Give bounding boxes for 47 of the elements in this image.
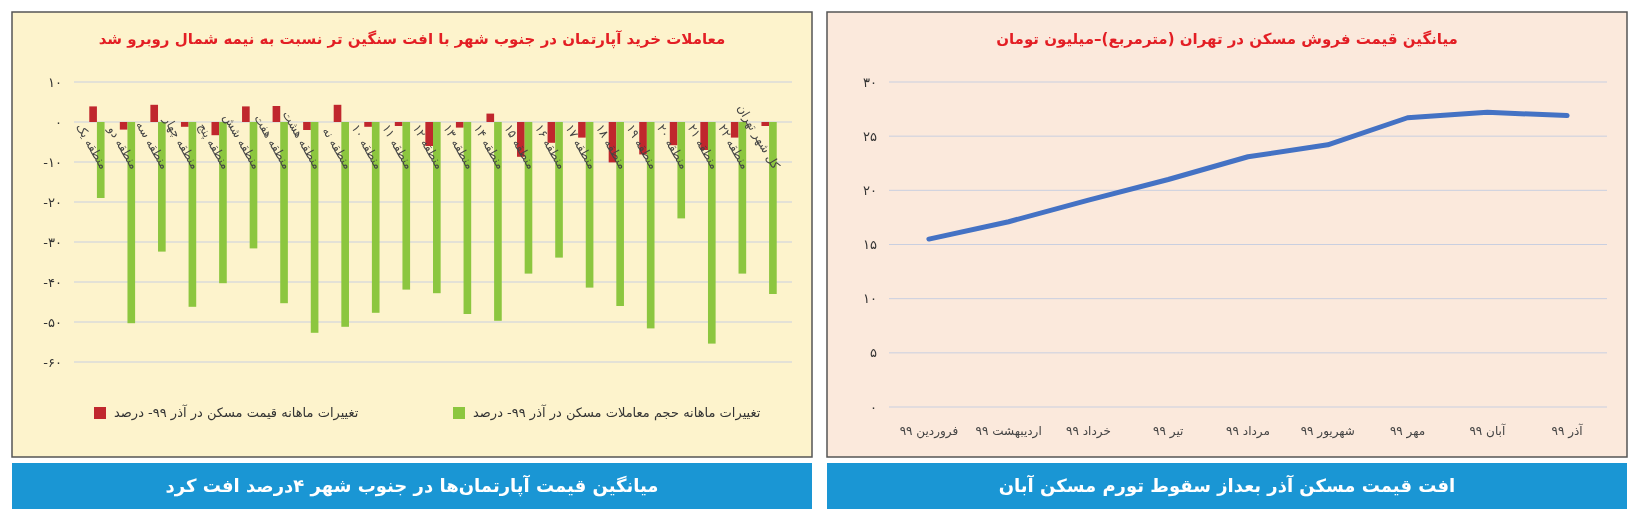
x-tick-label: مهر ۹۹ — [1389, 424, 1426, 439]
y-tick-label: -۵۰ — [43, 314, 62, 330]
bar — [547, 122, 556, 143]
y-tick-label: ۱۰ — [863, 291, 877, 307]
y-tick-label: ۲۰ — [863, 182, 877, 198]
bar — [455, 122, 464, 128]
x-tick-label: فروردین ۹۹ — [899, 424, 959, 439]
text: افت قیمت مسکن آذر بعداز سقوط تورم مسکن آبان — [998, 474, 1456, 498]
bar — [303, 122, 311, 130]
y-tick-label: ۵ — [870, 345, 878, 361]
x-tick-label: خرداد ۹۹ — [1066, 424, 1111, 439]
y-tick-label: -۶۰ — [43, 354, 62, 370]
bar — [89, 106, 97, 122]
bar — [211, 122, 220, 136]
bar — [150, 104, 159, 122]
text: میانگین قیمت آپارتمان‌ها در جنوب شهر ۴درصد افت کرد — [165, 474, 659, 498]
bar — [333, 104, 342, 122]
bar — [730, 122, 739, 138]
y-tick-label: ۰ — [55, 114, 62, 130]
y-tick-label: ۰ — [870, 399, 877, 415]
x-tick-label: آذر ۹۹ — [1551, 423, 1584, 439]
legend-label: تغییرات ماهانه حجم معاملات مسکن در آذر ۹۹- درصد — [473, 404, 761, 421]
bar — [272, 106, 281, 122]
bar — [119, 122, 128, 130]
y-tick-label: -۳۰ — [43, 234, 62, 250]
legend-label: تغییرات ماهانه قیمت مسکن در آذر ۹۹- درصد — [114, 404, 359, 421]
x-tick-label: شهریور ۹۹ — [1300, 424, 1355, 439]
chart-title: معاملات خرید آپارتمان در جنوب شهر با افت سنگین تر نسبت به نیمه شمال روبرو شد — [98, 30, 726, 49]
y-tick-label: -۲۰ — [43, 194, 62, 210]
y-tick-label: ۲۵ — [863, 128, 878, 144]
bar — [364, 122, 372, 127]
y-tick-label: ۱۵ — [863, 237, 878, 253]
y-tick-label: ۳۰ — [863, 74, 877, 90]
bar — [486, 113, 495, 122]
y-tick-label: ۱۰ — [48, 74, 62, 90]
y-tick-label: -۱۰ — [43, 154, 62, 170]
bar — [578, 122, 586, 138]
y-tick-label: -۴۰ — [43, 274, 62, 290]
bar — [180, 122, 189, 127]
bar — [394, 122, 403, 126]
x-tick-label: آبان ۹۹ — [1469, 423, 1506, 438]
x-tick-label: مرداد ۹۹ — [1226, 424, 1270, 439]
x-tick-label: تیر ۹۹ — [1153, 424, 1184, 439]
x-tick-label: اردیبهشت ۹۹ — [975, 424, 1042, 439]
bar — [761, 122, 770, 126]
chart-title: میانگین قیمت فروش مسکن در تهران (مترمربع)–میلیون تومان — [996, 30, 1458, 48]
bar — [242, 106, 250, 122]
